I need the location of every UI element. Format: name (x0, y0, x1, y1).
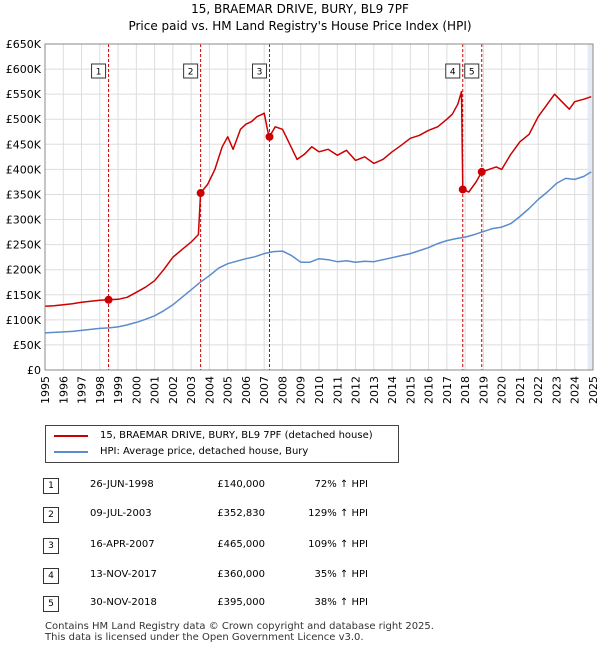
sale-number-badge: 2 (43, 507, 59, 523)
sale-point (104, 295, 113, 304)
footer-copyright: Contains HM Land Registry data © Crown c… (45, 621, 434, 632)
x-tick-label: 2008 (276, 376, 289, 404)
x-tick-label: 2022 (532, 376, 545, 404)
sale-date: 30-NOV-2018 (90, 597, 157, 608)
sale-marker-badge (183, 63, 199, 79)
x-tick-label: 2020 (496, 376, 509, 404)
y-tick-label: £0 (27, 364, 41, 377)
x-tick-label: 2011 (331, 376, 344, 404)
x-tick-label: 2015 (404, 376, 417, 404)
sale-date: 16-APR-2007 (90, 539, 155, 550)
forecast-band (587, 44, 593, 370)
legend: 15, BRAEMAR DRIVE, BURY, BL9 7PF (detach… (45, 425, 399, 463)
y-tick-label: £50K (13, 339, 42, 352)
sale-point (196, 189, 205, 198)
table-row: 5 30-NOV-2018 £395,000 38% ↑ HPI (0, 594, 600, 614)
x-tick-label: 2006 (240, 376, 253, 404)
table-row: 3 16-APR-2007 £465,000 109% ↑ HPI (0, 536, 600, 556)
y-tick-label: £500K (6, 113, 42, 126)
x-tick-label: 2012 (350, 376, 363, 404)
sale-marker-label: 4 (450, 68, 456, 78)
x-tick-label: 1999 (112, 376, 125, 404)
x-tick-label: 2018 (459, 376, 472, 404)
y-tick-label: £350K (6, 188, 42, 201)
sale-hpi-change: 109% ↑ HPI (308, 539, 368, 550)
x-tick-label: 1997 (76, 376, 89, 404)
sale-number-badge: 5 (43, 596, 59, 612)
footer-license: This data is licensed under the Open Gov… (45, 632, 364, 643)
x-tick-label: 2009 (295, 376, 308, 404)
x-tick-label: 2000 (130, 376, 143, 404)
sale-hpi-change: 129% ↑ HPI (308, 508, 368, 519)
hpi-line (44, 171, 592, 334)
sale-hpi-change: 38% ↑ HPI (314, 597, 368, 608)
x-tick-label: 2021 (514, 376, 527, 404)
x-tick-label: 2001 (149, 376, 162, 404)
y-tick-label: £100K (6, 314, 42, 327)
price-chart: 1 2 3 4 5 £0 £50K £100K £150K £200K £250K £300K £350… (6, 38, 600, 404)
y-tick-label: £400K (6, 163, 42, 176)
legend-swatch-hpi (54, 451, 88, 453)
y-tick-label: £200K (6, 264, 42, 277)
x-tick-label: 2025 (587, 376, 600, 404)
x-tick-label: 2013 (368, 376, 381, 404)
sale-price: £395,000 (217, 597, 265, 608)
table-row: 4 13-NOV-2017 £360,000 35% ↑ HPI (0, 566, 600, 586)
x-tick-label: 1996 (57, 376, 70, 404)
y-tick-label: £450K (6, 138, 42, 151)
sale-date: 13-NOV-2017 (90, 569, 157, 580)
sale-marker-badge (464, 63, 480, 79)
sale-price: £352,830 (217, 508, 265, 519)
sale-point (458, 185, 467, 194)
table-row: 1 26-JUN-1998 £140,000 72% ↑ HPI (0, 476, 600, 496)
x-tick-label: 2004 (203, 376, 216, 404)
sale-marker-badge (251, 63, 267, 79)
y-tick-label: £650K (6, 38, 42, 51)
table-row: 2 09-JUL-2003 £352,830 129% ↑ HPI (0, 505, 600, 525)
sale-marker-badge (445, 63, 461, 79)
legend-label-property: 15, BRAEMAR DRIVE, BURY, BL9 7PF (detach… (100, 430, 373, 441)
y-tick-label: £600K (6, 63, 42, 76)
x-tick-label: 2003 (185, 376, 198, 404)
legend-swatch-property (54, 435, 88, 437)
x-tick-label: 2007 (258, 376, 271, 404)
plot-frame (44, 43, 594, 371)
x-tick-label: 2017 (441, 376, 454, 404)
sale-number-badge: 1 (43, 478, 59, 494)
sale-number-badge: 3 (43, 538, 59, 554)
property-price-line (44, 90, 592, 308)
sale-price: £140,000 (217, 479, 265, 490)
sale-price: £360,000 (217, 569, 265, 580)
sale-marker-label: 3 (257, 68, 263, 78)
y-tick-label: £550K (6, 88, 42, 101)
sale-date: 09-JUL-2003 (90, 508, 152, 519)
sale-hpi-change: 35% ↑ HPI (314, 569, 368, 580)
chart-title: 15, BRAEMAR DRIVE, BURY, BL9 7PF (191, 2, 409, 16)
x-tick-label: 1995 (39, 376, 52, 404)
x-tick-label: 2005 (222, 376, 235, 404)
y-tick-label: £300K (6, 214, 42, 227)
x-tick-label: 2010 (313, 376, 326, 404)
x-tick-label: 2014 (386, 376, 399, 404)
sale-hpi-change: 72% ↑ HPI (314, 479, 368, 490)
x-tick-label: 2016 (423, 376, 436, 404)
x-tick-label: 2023 (550, 376, 563, 404)
sale-marker-label: 5 (469, 68, 475, 78)
sale-marker-label: 2 (188, 68, 194, 78)
y-tick-label: £150K (6, 289, 42, 302)
x-tick-label: 1998 (94, 376, 107, 404)
sale-date: 26-JUN-1998 (90, 479, 154, 490)
legend-label-hpi: HPI: Average price, detached house, Bury (100, 446, 309, 457)
sale-point (265, 132, 274, 141)
sale-point (477, 167, 486, 176)
x-tick-label: 2002 (167, 376, 180, 404)
sale-marker-label: 1 (96, 68, 102, 78)
sale-number-badge: 4 (43, 568, 59, 584)
x-tick-label: 2019 (477, 376, 490, 404)
chart-subtitle: Price paid vs. HM Land Registry's House … (128, 19, 472, 33)
sale-price: £465,000 (217, 539, 265, 550)
y-tick-label: £250K (6, 239, 42, 252)
sale-marker-badge (91, 63, 107, 79)
x-tick-label: 2024 (569, 376, 582, 404)
